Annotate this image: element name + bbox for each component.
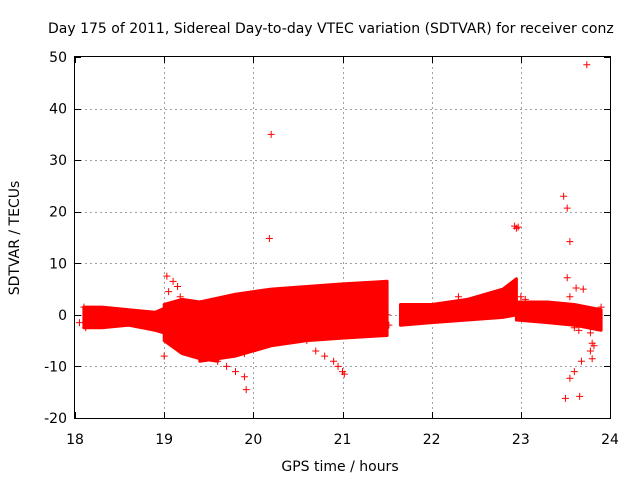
data-point xyxy=(303,337,311,345)
data-point xyxy=(563,274,571,282)
data-point xyxy=(176,293,184,301)
data-point xyxy=(590,342,598,350)
data-point xyxy=(583,61,591,69)
data-point xyxy=(82,324,90,332)
data-point xyxy=(169,326,177,334)
data-point xyxy=(517,293,525,301)
data-point xyxy=(566,374,574,382)
x-tick-label: 24 xyxy=(601,432,619,448)
data-point xyxy=(182,347,190,355)
data-point xyxy=(321,352,329,360)
data-point xyxy=(566,293,574,301)
data-point xyxy=(572,284,580,292)
data-point xyxy=(340,370,348,378)
data-point xyxy=(579,285,587,293)
data-point xyxy=(588,355,596,363)
data-point xyxy=(294,331,302,339)
data-point xyxy=(240,350,248,358)
dense-band-band-19.4-21.5 xyxy=(198,279,389,363)
data-point xyxy=(569,316,577,324)
data-point xyxy=(514,223,522,231)
y-tick-label: 10 xyxy=(49,256,67,272)
x-tick-label: 20 xyxy=(244,432,262,448)
data-point xyxy=(593,321,601,329)
data-point xyxy=(577,357,585,365)
data-point xyxy=(200,352,208,360)
y-tick-label: 0 xyxy=(58,308,67,324)
data-bands xyxy=(82,277,603,363)
y-tick-label: -10 xyxy=(44,359,67,375)
dense-band-band-23-23.9 xyxy=(514,300,603,332)
data-point xyxy=(312,347,320,355)
data-point xyxy=(242,386,250,394)
data-point xyxy=(240,373,248,381)
data-point xyxy=(521,295,529,303)
data-point xyxy=(265,235,273,243)
data-point xyxy=(330,357,338,365)
data-point xyxy=(75,319,83,327)
chart-title: Day 175 of 2011, Sidereal Day-to-day VTE… xyxy=(48,21,614,37)
y-tick-label: 20 xyxy=(49,205,67,221)
x-tick-label: 22 xyxy=(423,432,441,448)
y-axis-label: SDTVAR / TECUs xyxy=(7,181,23,296)
dense-band-band-21.7-23 xyxy=(399,277,518,327)
plot-frame xyxy=(74,56,611,419)
data-point xyxy=(187,342,195,350)
x-tick-label: 19 xyxy=(155,432,173,448)
dense-band-band-18-19 xyxy=(82,303,175,337)
data-point xyxy=(174,282,182,290)
data-point xyxy=(570,368,578,376)
data-point xyxy=(267,130,275,138)
data-point xyxy=(334,362,342,370)
data-point xyxy=(575,326,583,334)
data-point xyxy=(586,329,594,337)
axis-ticks xyxy=(75,57,611,419)
data-point xyxy=(163,272,171,280)
data-point xyxy=(165,288,173,296)
data-point xyxy=(597,303,605,311)
data-point xyxy=(383,311,391,319)
data-point xyxy=(561,394,569,402)
data-points xyxy=(75,61,605,402)
y-tick-label: 40 xyxy=(49,102,67,118)
data-point xyxy=(232,368,239,376)
data-point xyxy=(223,362,231,370)
data-point xyxy=(80,303,88,311)
x-tick-label: 18 xyxy=(66,432,84,448)
x-tick-label: 23 xyxy=(512,432,530,448)
data-point xyxy=(595,311,603,319)
data-point xyxy=(169,277,177,285)
data-point xyxy=(570,324,578,332)
data-point xyxy=(576,392,584,400)
y-tick-label: 50 xyxy=(49,50,67,66)
data-point xyxy=(454,293,462,301)
tick-labels: 18 19 20 21 22 23 24 -20 -10 0 10 20 30 40 50 xyxy=(44,50,619,448)
data-point xyxy=(563,204,571,212)
data-point xyxy=(285,329,293,337)
x-axis-label: GPS time / hours xyxy=(281,459,398,475)
data-point xyxy=(512,224,520,232)
y-tick-label: -20 xyxy=(44,411,67,427)
data-point xyxy=(214,357,222,365)
data-point xyxy=(385,321,393,329)
data-point xyxy=(560,192,568,200)
y-tick-label: 30 xyxy=(49,153,67,169)
data-point xyxy=(566,238,574,246)
data-point xyxy=(160,352,168,360)
x-tick-label: 21 xyxy=(334,432,352,448)
grid xyxy=(75,57,610,418)
data-point xyxy=(586,347,594,355)
